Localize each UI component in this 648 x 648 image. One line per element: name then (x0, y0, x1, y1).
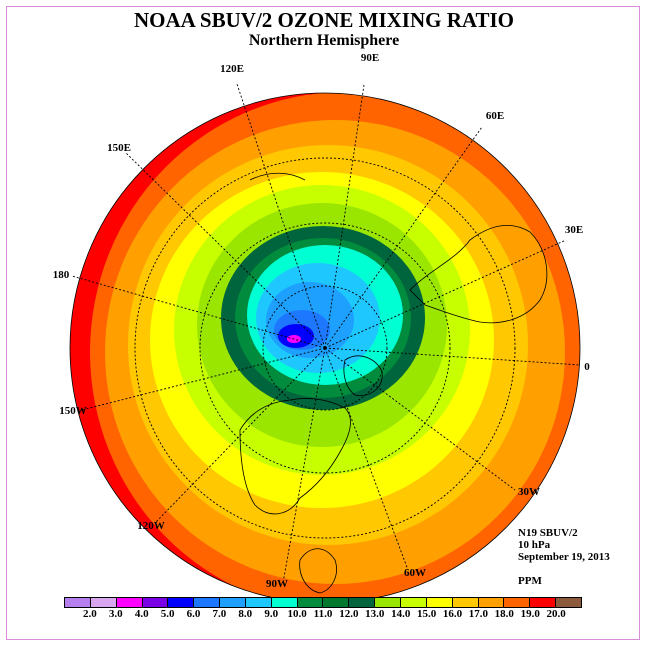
colorbar-tick-label: 19.0 (520, 608, 540, 620)
colorbar-tick-label: 10.0 (287, 608, 307, 620)
colorbar-swatch (349, 598, 376, 607)
colorbar-tick-label: 18.0 (494, 608, 514, 620)
lon-label-0: 0 (584, 361, 590, 373)
lon-label-60e: 60E (486, 110, 504, 122)
colorbar-swatch (426, 598, 453, 607)
lon-label-60w: 60W (404, 567, 426, 579)
colorbar-swatch (323, 598, 350, 607)
lon-label-90w: 90W (266, 578, 288, 590)
colorbar-swatch (271, 598, 298, 607)
lon-label-90e: 90E (361, 52, 379, 64)
lon-label-30w: 30W (518, 486, 540, 498)
colorbar-swatch (168, 598, 195, 607)
ozone-contours (70, 93, 580, 603)
colorbar-tick-label: 12.0 (339, 608, 359, 620)
pressure-level-label: 10 hPa (518, 539, 551, 551)
satellite-label: N19 SBUV/2 (518, 527, 578, 539)
colorbar-swatch (245, 598, 272, 607)
colorbar-swatch (65, 598, 91, 607)
lon-label-150e: 150E (107, 142, 131, 154)
lon-label-120e: 120E (220, 63, 244, 75)
colorbar-tick-label: 9.0 (264, 608, 279, 620)
colorbar-tick-label: 11.0 (313, 608, 333, 620)
colorbar-swatch (220, 598, 246, 607)
coastlines (239, 172, 548, 594)
colorbar-tick-label: 15.0 (416, 608, 437, 620)
colorbar (64, 597, 582, 608)
colorbar-tick-label: 3.0 (108, 608, 123, 620)
colorbar-tick-label: 8.0 (238, 608, 253, 620)
colorbar-tick-label: 6.0 (186, 608, 201, 620)
lon-label-180: 180 (53, 269, 70, 281)
colorbar-swatch (400, 598, 427, 607)
graticule (71, 83, 581, 584)
colorbar-tick-label: 14.0 (391, 608, 411, 620)
colorbar-tick-label: 20.0 (546, 608, 566, 620)
colorbar-swatch (297, 598, 324, 607)
colorbar-swatch (90, 598, 117, 607)
colorbar-tick-label: 5.0 (160, 608, 175, 620)
colorbar-tick-label: 17.0 (468, 608, 489, 620)
lon-label-150w: 150W (59, 405, 87, 417)
colorbar-swatch (194, 598, 221, 607)
map-subtitle: Northern Hemisphere (248, 32, 400, 49)
date-label: September 19, 2013 (518, 551, 610, 563)
colorbar-tick-label: 16.0 (442, 608, 463, 620)
colorbar-swatch (452, 598, 479, 607)
colorbar-swatch (504, 598, 531, 607)
map-title: NOAA SBUV/2 OZONE MIXING RATIO (134, 8, 514, 32)
colorbar-tick-label: 13.0 (365, 608, 385, 620)
colorbar-tick-label: 2.0 (83, 608, 97, 620)
image-frame (6, 6, 640, 640)
colorbar-swatch (556, 598, 581, 607)
colorbar-tick-label: 4.0 (134, 608, 149, 620)
colorbar-swatch (142, 598, 169, 607)
colorbar-swatch (478, 598, 505, 607)
colorbar-swatch (530, 598, 557, 607)
lon-label-30e: 30E (565, 224, 583, 236)
colorbar-tick-label: 7.0 (212, 608, 227, 620)
colorbar-swatch (116, 598, 143, 607)
units-label: PPM (518, 575, 542, 587)
longitude-labels: 90E 60E 30E 0 30W 60W 90W 120W 150W 180 … (53, 52, 591, 590)
colorbar-swatch (375, 598, 401, 607)
lon-label-120w: 120W (137, 520, 165, 532)
